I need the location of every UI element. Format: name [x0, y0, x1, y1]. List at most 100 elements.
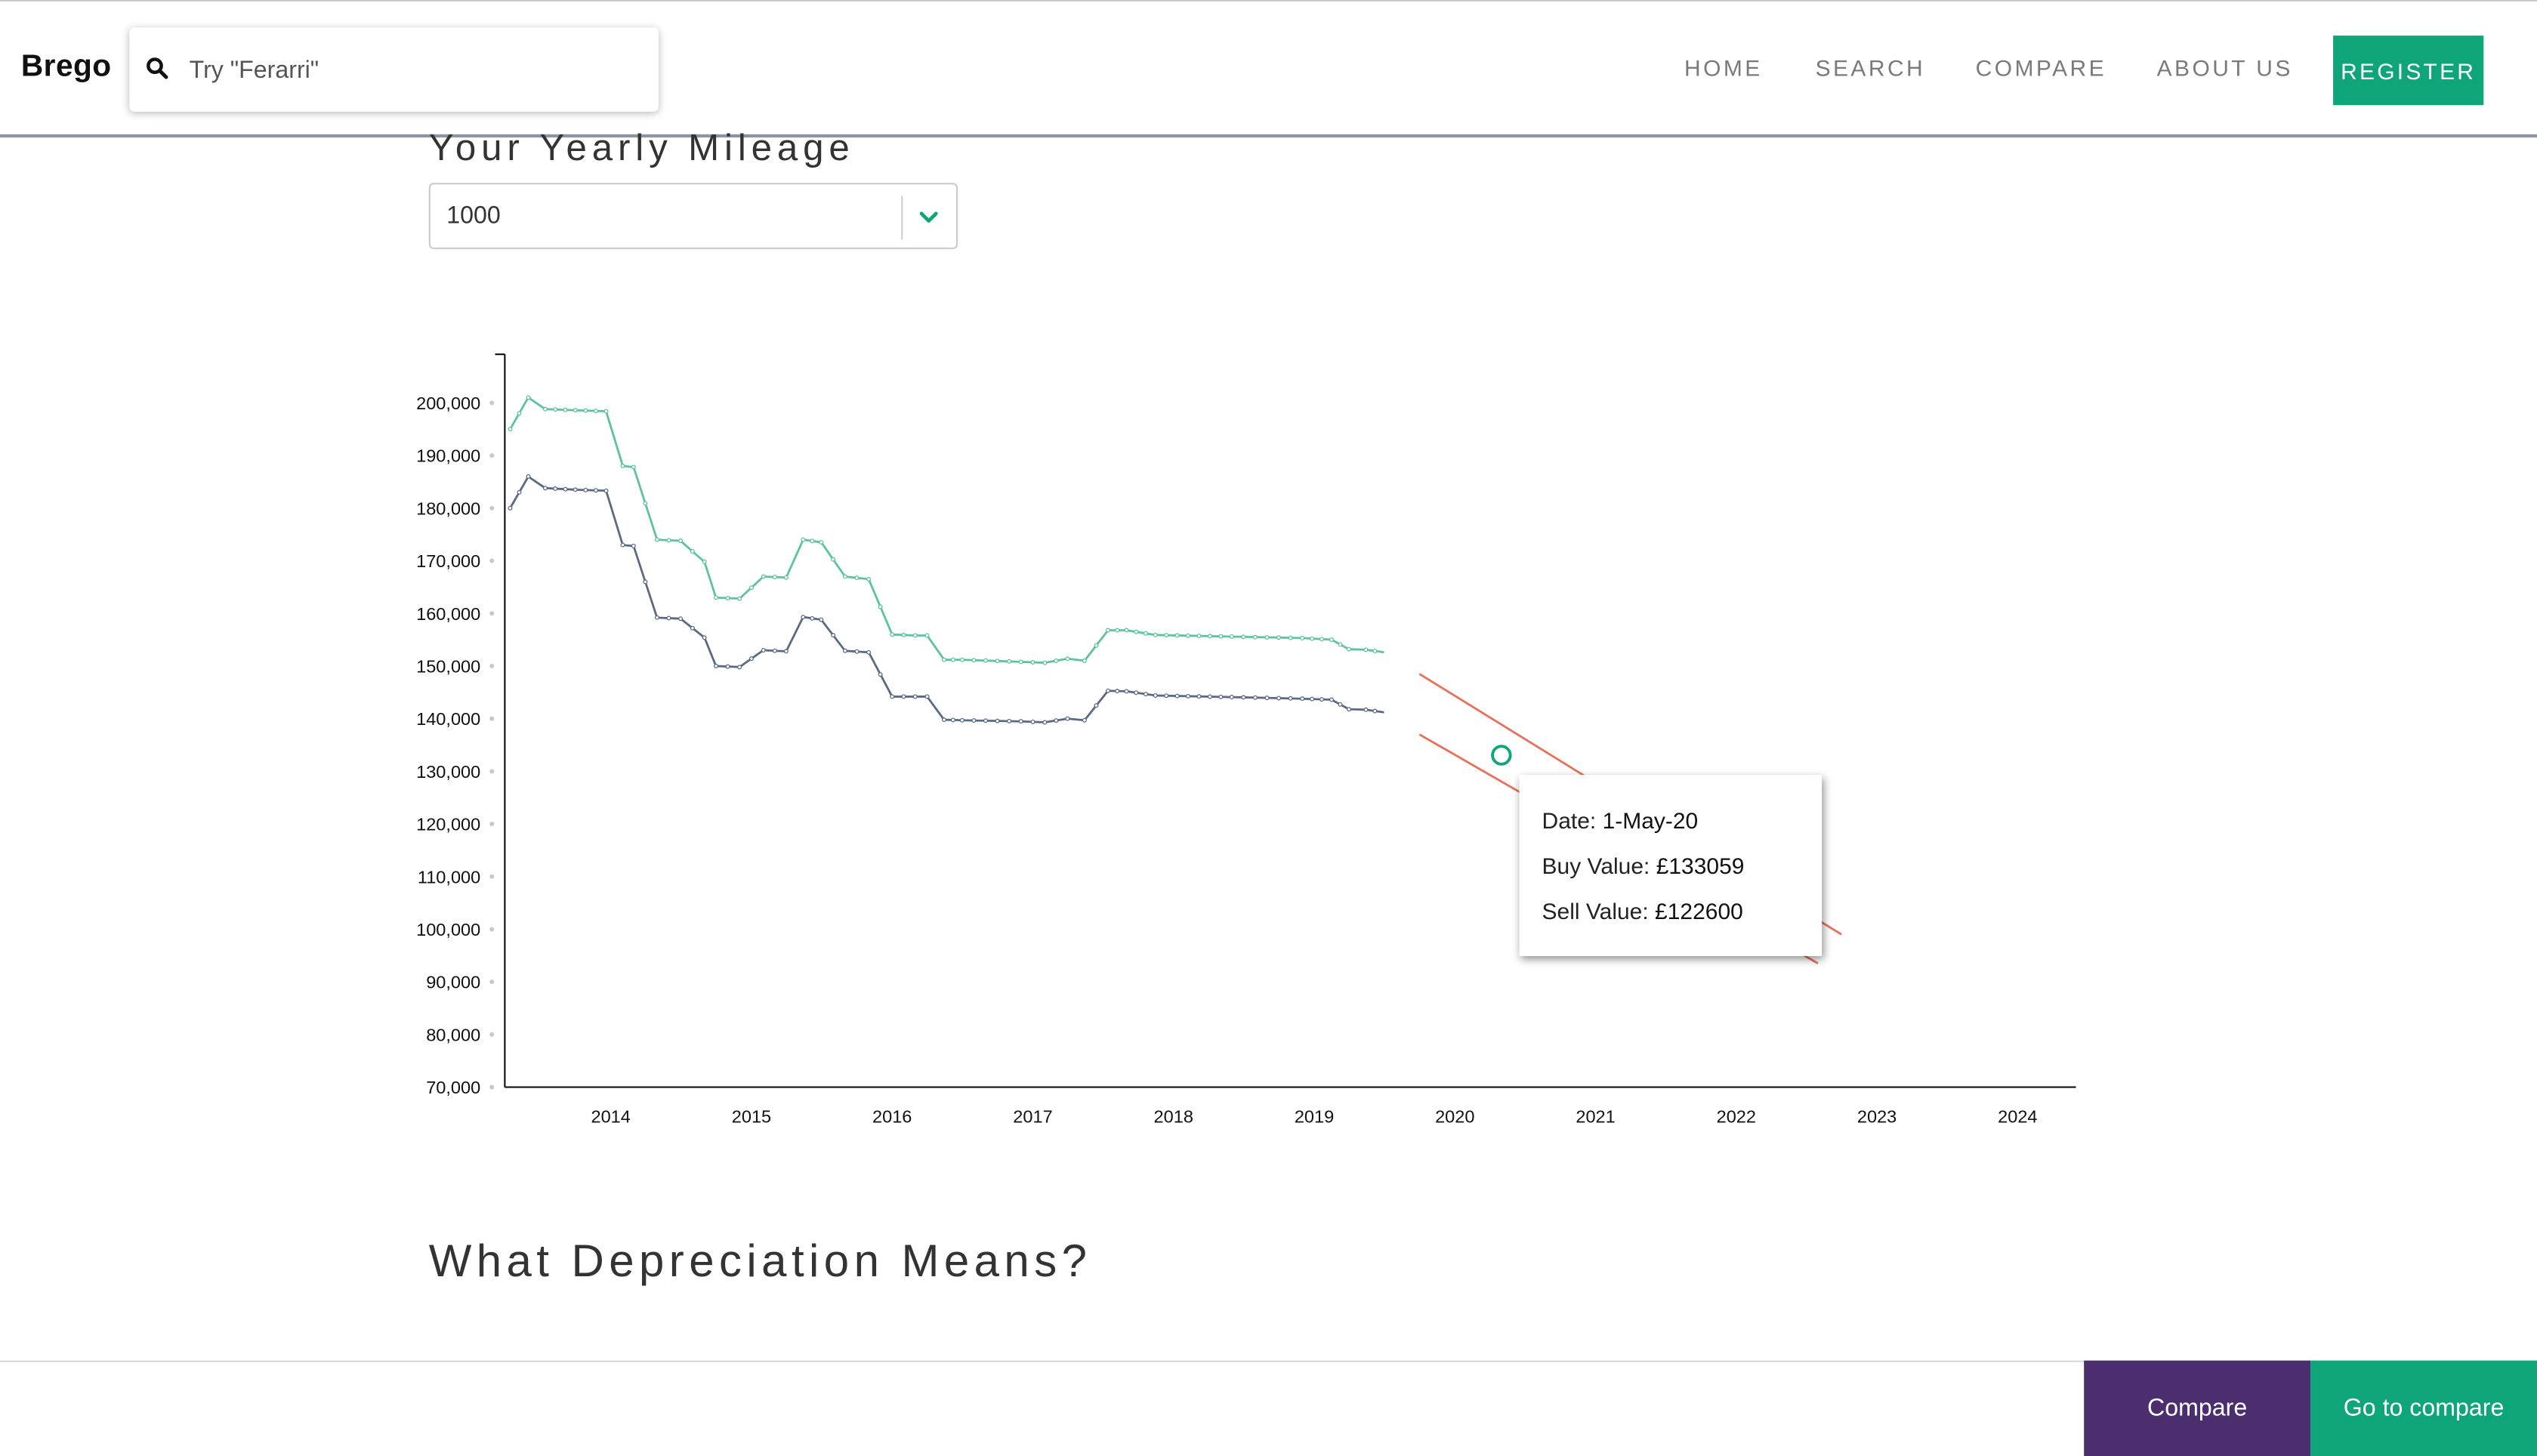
series-point [714, 663, 719, 668]
series-point [1329, 637, 1334, 643]
chevron-down-icon[interactable] [915, 204, 941, 230]
series-point [690, 548, 695, 554]
series-point [941, 657, 946, 662]
series-point [737, 596, 742, 601]
series-point [1124, 628, 1129, 633]
y-tick-label: 160,000 [416, 604, 480, 624]
series-point [1310, 636, 1315, 641]
search-input[interactable] [189, 50, 627, 89]
x-tick-label: 2022 [1717, 1107, 1756, 1127]
x-tick-label: 2020 [1435, 1107, 1474, 1127]
series-point [1153, 693, 1158, 698]
series-point [866, 649, 872, 655]
series-point [542, 486, 548, 491]
nav-search[interactable]: SEARCH [1815, 54, 1926, 82]
mileage-select-value: 1000 [446, 202, 501, 230]
series-point [1319, 637, 1325, 642]
series-point [654, 615, 659, 620]
series-point [1276, 635, 1282, 640]
series-point [573, 487, 578, 492]
series-point [1218, 634, 1224, 639]
mileage-select[interactable]: 1000 [428, 183, 958, 249]
series-point [1174, 693, 1180, 699]
series-point [666, 538, 671, 543]
series-point [542, 406, 548, 412]
series-point [983, 658, 988, 663]
series-point [890, 694, 895, 699]
series-point [971, 658, 977, 663]
series-point [1363, 647, 1369, 652]
series-point [959, 657, 964, 662]
series-point [1252, 634, 1258, 640]
series-point [1134, 629, 1139, 634]
series-point [1276, 696, 1282, 701]
series-point [1196, 634, 1202, 639]
y-tick-dot [489, 769, 495, 774]
series-point [748, 656, 754, 662]
y-tick-label: 150,000 [416, 657, 480, 677]
series-point [831, 557, 836, 562]
series-point [1030, 660, 1035, 665]
series-point [526, 474, 531, 479]
header: Brego HOME SEARCH COMPARE ABOUT US REGIS… [0, 2, 2537, 138]
y-tick-label: 140,000 [416, 709, 480, 729]
series-point [1065, 656, 1070, 662]
series-point [725, 664, 730, 669]
series-point [950, 717, 955, 723]
series-point [725, 596, 730, 601]
series-point [772, 575, 777, 580]
series-point [631, 464, 636, 470]
series-point [761, 648, 766, 653]
series-point [1241, 695, 1246, 700]
go-to-compare-button[interactable]: Go to compare [2310, 1360, 2537, 1456]
series-point [702, 635, 707, 640]
series-point [690, 625, 695, 631]
series-point [1054, 718, 1059, 723]
series-point [1082, 717, 1087, 723]
series-point [1124, 689, 1129, 694]
series-point [783, 575, 789, 580]
nav-home[interactable]: HOME [1684, 54, 1763, 82]
series-point [508, 505, 513, 511]
series-point [1319, 697, 1325, 702]
series-point [508, 427, 513, 432]
series-point [1329, 697, 1334, 702]
top-border [0, 0, 2537, 2]
series-point [1105, 628, 1110, 633]
series-point [1115, 628, 1120, 633]
tooltip-date-value: 1-May-20 [1602, 807, 1699, 834]
series-point [583, 408, 588, 413]
y-tick-dot [489, 822, 495, 827]
series-point [620, 542, 625, 548]
compare-button[interactable]: Compare [2084, 1360, 2311, 1456]
nav-compare[interactable]: COMPARE [1975, 54, 2107, 82]
series-point [1065, 716, 1070, 721]
series-point [1264, 696, 1270, 701]
series-point [1241, 634, 1246, 640]
series-point [831, 633, 836, 638]
y-tick-dot [489, 874, 495, 879]
y-tick-dot [489, 558, 495, 563]
brand-logo[interactable]: Brego [20, 50, 112, 85]
series-point [517, 411, 522, 416]
series-line-0 [509, 396, 1384, 665]
x-tick-label: 2014 [591, 1107, 630, 1127]
series-point [810, 538, 815, 544]
select-separator [901, 196, 903, 240]
register-button[interactable]: REGISTER [2333, 35, 2484, 106]
series-point [1094, 643, 1099, 648]
nav-about-us[interactable]: ABOUT US [2156, 54, 2293, 82]
tooltip-date-label: Date: [1542, 807, 1597, 834]
search-box[interactable] [129, 27, 659, 112]
series-point [553, 407, 558, 412]
series-point [761, 574, 766, 579]
series-point [643, 579, 648, 585]
tooltip-buy-row: Buy Value: £133059 [1542, 850, 1800, 895]
y-tick-dot [489, 716, 495, 721]
series-point [563, 486, 568, 492]
series-point [1229, 634, 1234, 639]
series-point [995, 659, 1000, 664]
series-point [901, 632, 906, 637]
y-tick-dot [489, 1084, 495, 1090]
